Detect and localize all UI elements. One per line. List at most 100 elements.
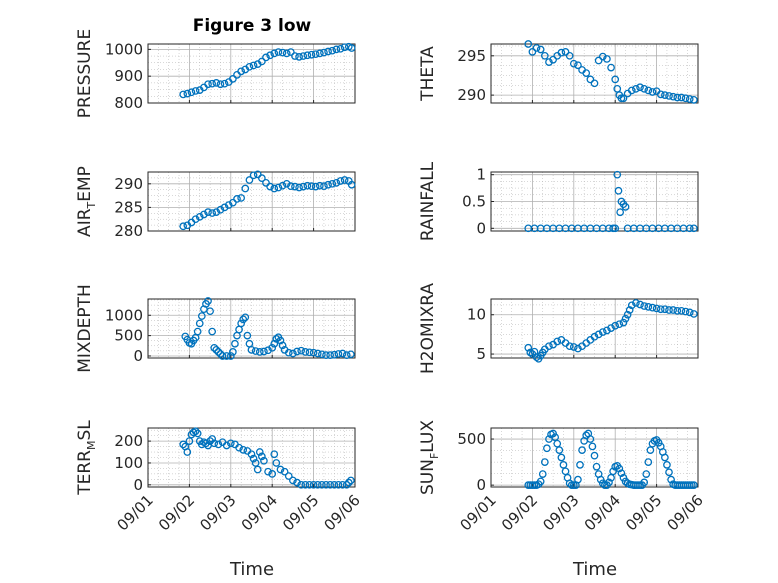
data-point	[280, 467, 289, 476]
y-axis-label: TERRMSL	[75, 420, 98, 496]
data-point	[311, 182, 320, 191]
data-point	[274, 183, 283, 192]
data-point	[607, 63, 615, 72]
data-point	[555, 446, 564, 454]
data-point	[336, 177, 345, 185]
data-point	[212, 79, 221, 87]
data-point	[251, 459, 260, 467]
y-tick-label: 800	[114, 94, 143, 112]
data-point	[270, 49, 279, 58]
data-point	[619, 318, 628, 327]
data-point	[241, 184, 250, 193]
data-point	[270, 450, 279, 459]
data-point	[309, 348, 318, 357]
data-point	[673, 306, 682, 315]
data-point	[297, 480, 306, 489]
data-point	[623, 310, 632, 319]
data-point	[315, 49, 324, 58]
data-point	[229, 75, 237, 83]
data-point	[646, 446, 655, 454]
data-point	[598, 328, 607, 336]
data-point	[286, 48, 295, 56]
axes-box	[147, 43, 356, 104]
data-point	[590, 79, 599, 88]
data-point	[208, 209, 217, 217]
data-point	[677, 93, 686, 102]
data-point	[208, 79, 217, 88]
panel-theta: 290 295 THETA	[418, 40, 699, 104]
data-point	[324, 47, 332, 56]
data-point	[334, 480, 343, 489]
data-point	[247, 450, 256, 459]
y-tick-label: 1000	[105, 40, 143, 58]
data-point	[318, 350, 326, 359]
data-point	[282, 179, 291, 188]
panel-h2omixra: 5 10 H2OMIXRA	[418, 283, 699, 374]
data-point	[200, 210, 208, 219]
data-point	[590, 332, 599, 341]
data-point	[272, 335, 281, 343]
data-point	[249, 454, 258, 463]
data-point	[613, 170, 622, 179]
data-point	[313, 480, 322, 489]
data-point	[247, 346, 256, 354]
data-point	[284, 348, 293, 357]
data-point	[665, 306, 673, 314]
data-point	[540, 458, 549, 466]
data-point	[528, 48, 537, 56]
data-point	[330, 350, 339, 359]
data-point	[603, 55, 611, 63]
data-point	[627, 301, 636, 310]
data-point	[532, 353, 541, 362]
data-point	[615, 464, 624, 473]
data-point	[243, 331, 252, 340]
axes-box	[147, 298, 356, 359]
data-point	[685, 224, 694, 233]
data-point	[596, 475, 605, 484]
data-point	[342, 351, 351, 360]
data-point	[193, 429, 202, 438]
data-point	[590, 451, 599, 460]
data-point	[191, 87, 200, 95]
data-point	[627, 86, 636, 95]
data-point	[313, 349, 322, 358]
data-point	[270, 184, 279, 193]
data-point	[607, 473, 615, 482]
data-point	[231, 339, 239, 348]
data-point	[237, 194, 245, 202]
data-point	[549, 55, 557, 64]
data-point	[344, 478, 353, 487]
data-point	[270, 339, 279, 348]
data-point	[553, 337, 562, 346]
y-axis-label: SUNFLUX	[418, 420, 441, 495]
data-point	[216, 80, 225, 89]
axes-box	[490, 427, 699, 488]
data-point	[540, 51, 549, 60]
data-point	[264, 346, 272, 355]
data-point	[340, 176, 349, 184]
y-tick-label: 5	[476, 345, 486, 363]
data-point	[557, 453, 566, 462]
data-point	[282, 49, 291, 58]
data-point	[611, 75, 620, 84]
data-point	[262, 53, 270, 62]
data-point	[621, 314, 630, 323]
data-point	[632, 299, 640, 307]
data-point	[226, 352, 235, 360]
data-point	[336, 44, 345, 53]
data-point	[309, 480, 318, 489]
data-point	[257, 174, 266, 182]
data-point	[276, 336, 285, 345]
data-point	[661, 305, 669, 314]
data-point	[594, 330, 603, 339]
data-point	[559, 461, 568, 469]
data-point	[264, 467, 272, 476]
data-point	[673, 93, 682, 102]
y-tick-label: 0	[133, 476, 143, 494]
data-point	[241, 313, 250, 322]
data-point	[576, 461, 584, 469]
data-point	[347, 350, 355, 359]
data-point	[307, 50, 316, 59]
y-axis-label: RAINFALL	[418, 161, 438, 241]
data-point	[328, 179, 337, 188]
